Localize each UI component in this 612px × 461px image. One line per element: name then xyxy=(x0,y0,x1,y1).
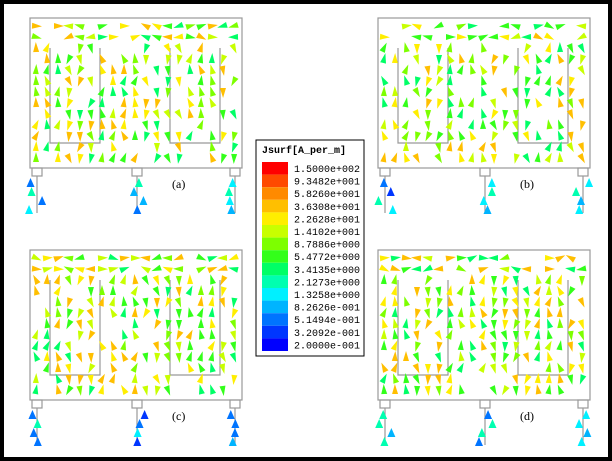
legend-swatch xyxy=(262,275,288,288)
legend-swatch xyxy=(262,263,288,276)
legend-swatch xyxy=(262,250,288,263)
panel-label: (d) xyxy=(520,409,534,423)
figure: Jsurf[A_per_m] 1.5000e+002 9.3482e+0015.8… xyxy=(0,0,612,461)
legend-label: 5.4772e+000 xyxy=(294,253,360,264)
legend-label: 1.3258e+000 xyxy=(294,291,360,302)
legend-swatch xyxy=(262,338,288,351)
legend-swatch xyxy=(262,326,288,339)
legend-swatch xyxy=(262,288,288,301)
legend-label: 9.3482e+001 xyxy=(294,178,360,189)
legend-label: 5.8260e+001 xyxy=(294,190,360,201)
legend-label: 3.2092e-001 xyxy=(294,329,360,340)
legend-label: 3.6308e+001 xyxy=(294,203,360,214)
legend-label: 1.4102e+001 xyxy=(294,228,360,239)
legend-label: 2.2628e+001 xyxy=(294,215,360,226)
legend-swatch xyxy=(262,313,288,326)
legend-swatch xyxy=(262,200,288,213)
legend-label: 8.2626e-001 xyxy=(294,304,360,315)
panel-label: (c) xyxy=(172,409,185,423)
legend-swatch xyxy=(262,238,288,251)
legend-swatch xyxy=(262,225,288,238)
legend-swatch xyxy=(262,301,288,314)
legend-label: 2.0000e-001 xyxy=(294,341,360,352)
legend: 1.5000e+002 9.3482e+0015.8260e+001 3.6308e… xyxy=(262,162,360,352)
legend-swatch xyxy=(262,212,288,225)
legend-swatch xyxy=(262,162,288,175)
legend-swatch xyxy=(262,187,288,200)
legend-swatch xyxy=(262,175,288,188)
panel-label: (b) xyxy=(520,177,534,191)
legend-label: 8.7886e+000 xyxy=(294,241,360,252)
legend-label: 1.5000e+002 xyxy=(294,165,360,176)
legend-label: 3.4135e+000 xyxy=(294,266,360,277)
legend-label: 5.1494e-001 xyxy=(294,316,360,327)
panel-label: (a) xyxy=(172,177,185,191)
legend-title: Jsurf[A_per_m] xyxy=(262,145,346,157)
legend-label: 2.1273e+000 xyxy=(294,278,360,289)
